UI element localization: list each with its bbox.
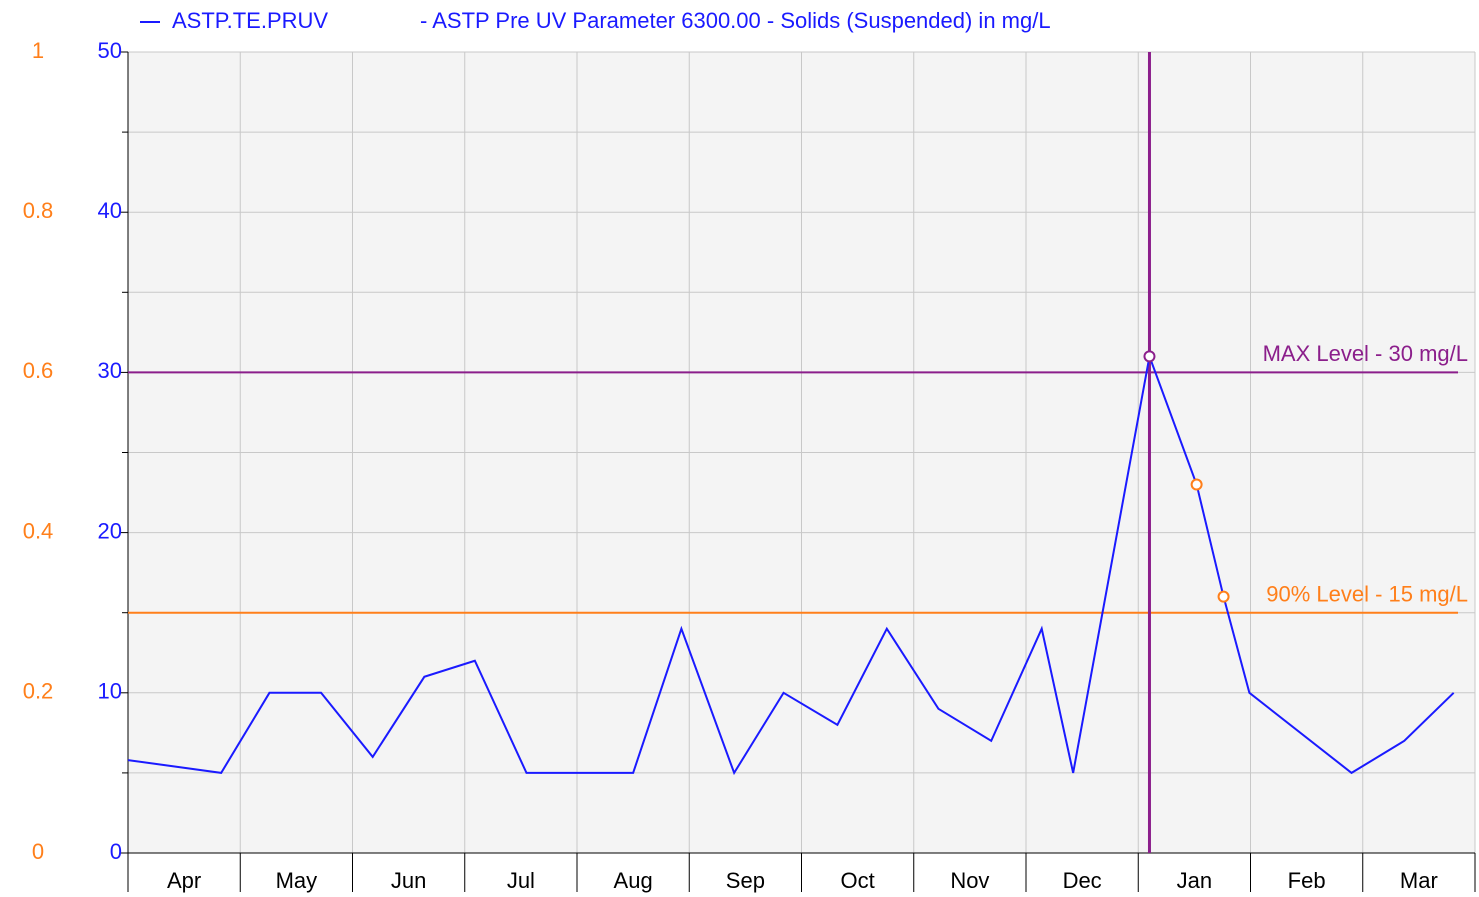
x-tick-label: May <box>276 868 318 893</box>
y2-tick-label: 0 <box>32 839 44 864</box>
legend-description: - ASTP Pre UV Parameter 6300.00 - Solids… <box>420 8 1051 33</box>
y-tick-label: 20 <box>98 518 122 543</box>
x-tick-label: Jun <box>391 868 426 893</box>
x-tick-label: Aug <box>614 868 653 893</box>
reference-label: MAX Level - 30 mg/L <box>1263 341 1468 366</box>
x-tick-label: Oct <box>841 868 875 893</box>
y2-tick-label: 0.8 <box>23 198 54 223</box>
y-tick-label: 10 <box>98 679 122 704</box>
x-tick-label: Dec <box>1063 868 1102 893</box>
x-tick-label: Nov <box>950 868 989 893</box>
y-tick-label: 50 <box>98 38 122 63</box>
y2-tick-label: 0.2 <box>23 679 54 704</box>
x-tick-label: Jul <box>507 868 535 893</box>
y2-tick-label: 0.6 <box>23 358 54 383</box>
legend-label: ASTP.TE.PRUV <box>172 8 328 33</box>
x-tick-label: Feb <box>1288 868 1326 893</box>
y-tick-label: 30 <box>98 358 122 383</box>
point-marker <box>1217 590 1230 603</box>
y-tick-label: 40 <box>98 198 122 223</box>
x-tick-label: Apr <box>167 868 201 893</box>
point-marker <box>1190 478 1203 491</box>
reference-label: 90% Level - 15 mg/L <box>1266 582 1468 607</box>
x-tick-label: Mar <box>1400 868 1438 893</box>
x-tick-label: Sep <box>726 868 765 893</box>
x-tick-label: Jan <box>1177 868 1212 893</box>
y2-tick-label: 0.4 <box>23 518 54 543</box>
series-line <box>127 352 1455 776</box>
y2-tick-label: 1 <box>32 38 44 63</box>
y-tick-label: 0 <box>110 839 122 864</box>
point-marker <box>1143 350 1156 363</box>
